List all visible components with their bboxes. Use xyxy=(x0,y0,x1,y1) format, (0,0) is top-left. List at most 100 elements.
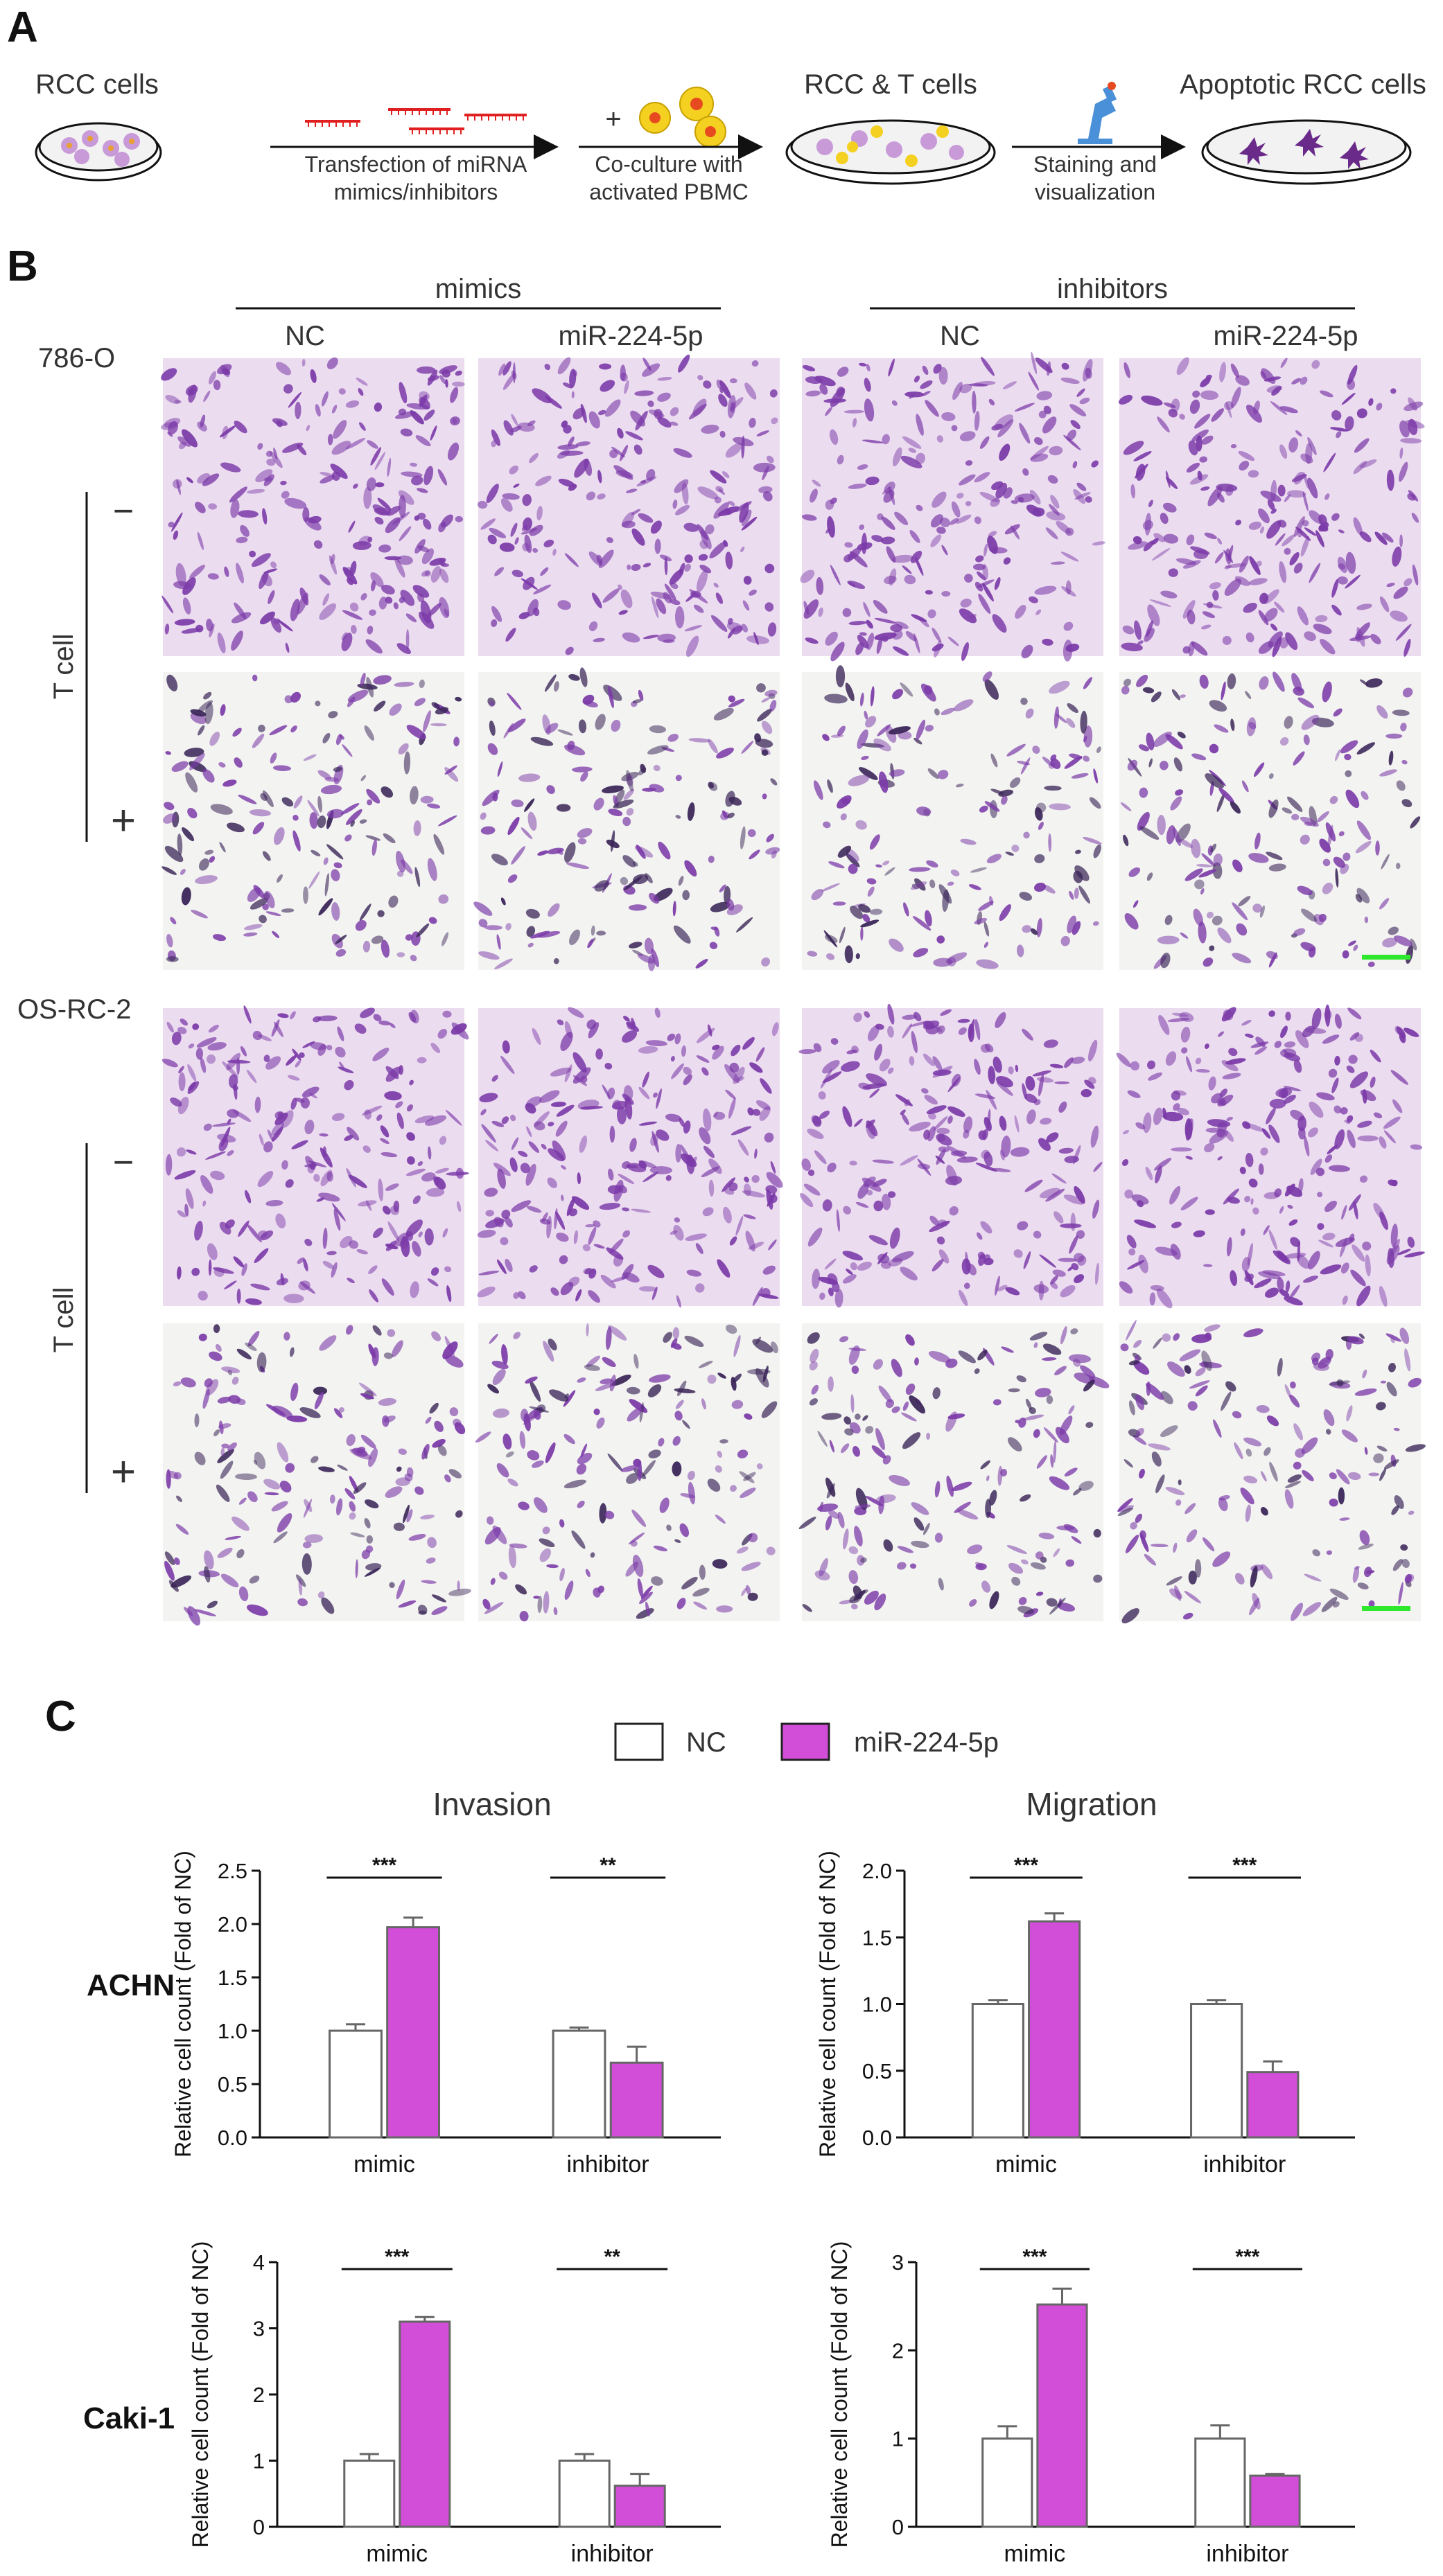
label-rcc-t-cells: RCC & T cells xyxy=(804,69,977,100)
micrograph-image xyxy=(477,354,780,658)
y-tick-label: 1.0 xyxy=(862,1993,892,2017)
t-cell-minus-1: − xyxy=(113,491,134,531)
y-tick-label: 0.0 xyxy=(862,2126,892,2150)
significance-label: ** xyxy=(604,2246,621,2268)
t-cell-minus-2: − xyxy=(113,1143,134,1183)
bar-mir-224-5p-inhibitor xyxy=(1249,2474,1301,2528)
significance-label: *** xyxy=(385,2246,409,2268)
y-tick-label: 1 xyxy=(253,2449,265,2473)
y-tick-label: 2.5 xyxy=(218,1859,247,1883)
legend-label-mir: miR-224-5p xyxy=(854,1727,999,1758)
bar-nc-mimic xyxy=(343,2460,396,2528)
dish-rcc-cells: RCC cells xyxy=(35,69,162,182)
bar-mir-224-5p-mimic xyxy=(399,2320,451,2528)
micrograph-image xyxy=(1119,357,1425,658)
significance-label: ** xyxy=(600,1854,616,1877)
bar-nc-mimic xyxy=(971,2003,1024,2139)
x-tick-label: mimic xyxy=(995,2151,1057,2178)
panel-b: B mimics inhibitors NC miR-224-5p NC miR… xyxy=(7,242,1426,1626)
y-tick-label: 0.5 xyxy=(218,2072,247,2097)
micrograph-image xyxy=(161,672,464,970)
t-cell-plus-1: + xyxy=(111,797,136,845)
bar-charts: 0.0 0.5 1.0 1.5 2.0 2.5 Relative cell count (F… xyxy=(170,1851,1355,2567)
row-title-caki: Caki-1 xyxy=(83,2401,175,2435)
col-label-mir-1: miR-224-5p xyxy=(559,321,703,351)
cell-line-786o: 786-O xyxy=(38,343,115,373)
legend-swatch-mir xyxy=(780,1722,830,1761)
microscope-icon xyxy=(1078,82,1117,144)
dish-rcc-t-cells: RCC & T cells xyxy=(785,69,996,185)
panel-c: C NC miR-224-5p Invasion Migration ACHN … xyxy=(45,1693,1355,2567)
group-label-mimics: mimics xyxy=(435,274,521,304)
micrograph-image xyxy=(161,1005,469,1306)
x-tick-label: inhibitor xyxy=(1206,2541,1288,2567)
legend-label-nc: NC xyxy=(686,1727,726,1758)
chart-caki-1-migration: 0 1 2 3 Relative cell count (Fold of NC) mimi… xyxy=(827,2241,1355,2567)
chart-achn-migration: 0.0 0.5 1.0 1.5 2.0 Relative cell count (Fold… xyxy=(815,1851,1355,2178)
y-tick-label: 1.5 xyxy=(862,1925,892,1950)
row-title-achn: ACHN xyxy=(87,1968,175,2002)
bar-mir-224-5p-mimic xyxy=(386,1926,441,2139)
micrograph-image xyxy=(798,1003,1103,1308)
y-tick-label: 2 xyxy=(892,2338,904,2363)
bar-mir-224-5p-inhibitor xyxy=(609,2061,664,2139)
step1-label-line1: Transfection of miRNA xyxy=(305,152,527,177)
cell-line-osrc2: OS-RC-2 xyxy=(17,994,131,1025)
micrograph-image xyxy=(163,1323,471,1626)
col-label-nc-1: NC xyxy=(285,321,325,351)
y-tick-label: 0.5 xyxy=(862,2059,892,2083)
micrograph-image xyxy=(798,1323,1110,1621)
scale-bar xyxy=(1362,955,1410,960)
x-tick-label: mimic xyxy=(1004,2541,1066,2567)
y-tick-label: 2 xyxy=(253,2383,265,2407)
mirna-strands-icon xyxy=(305,108,527,134)
micrograph-image xyxy=(1116,1004,1425,1309)
col-label-nc-2: NC xyxy=(940,321,980,351)
panel-a: A RCC cells xyxy=(7,3,1426,204)
t-cell-label-1: T cell xyxy=(49,634,79,700)
step3-label-line2: visualization xyxy=(1035,179,1155,204)
y-tick-label: 0 xyxy=(253,2515,265,2539)
y-tick-label: 0.0 xyxy=(218,2126,247,2150)
y-tick-label: 0 xyxy=(892,2515,904,2539)
micrograph-image xyxy=(802,665,1103,970)
bar-nc-inhibitor xyxy=(552,2029,606,2139)
bar-mir-224-5p-inhibitor xyxy=(613,2485,666,2528)
legend: NC miR-224-5p xyxy=(614,1722,999,1761)
micrograph-image xyxy=(475,1323,780,1622)
bar-nc-inhibitor xyxy=(1194,2437,1246,2528)
y-axis-label: Relative cell count (Fold of NC) xyxy=(170,1851,195,2158)
y-tick-label: 2.0 xyxy=(862,1859,892,1883)
significance-label: *** xyxy=(1022,2246,1047,2268)
panel-letter-b: B xyxy=(7,242,38,290)
label-apoptotic: Apoptotic RCC cells xyxy=(1180,69,1426,100)
step2-label-line1: Co-culture with xyxy=(595,152,742,177)
significance-label: *** xyxy=(1235,2246,1259,2268)
column-title-invasion: Invasion xyxy=(432,1786,551,1822)
x-tick-label: inhibitor xyxy=(567,2151,649,2178)
significance-label: *** xyxy=(372,1854,396,1877)
bar-nc-inhibitor xyxy=(558,2460,611,2528)
micrograph-image xyxy=(1119,671,1421,970)
y-tick-label: 4 xyxy=(253,2250,265,2275)
pbmc-cells-icon xyxy=(639,87,726,148)
group-label-inhibitors: inhibitors xyxy=(1057,274,1168,304)
rcc-cell-icons xyxy=(61,130,140,167)
y-tick-label: 1.5 xyxy=(218,1966,247,1990)
x-tick-label: mimic xyxy=(366,2541,428,2567)
micrograph-image xyxy=(1117,1319,1426,1624)
panel-letter-a: A xyxy=(7,3,38,51)
micrograph-image xyxy=(800,351,1105,662)
legend-swatch-nc xyxy=(614,1722,664,1761)
bar-nc-mimic xyxy=(981,2437,1033,2528)
bar-nc-mimic xyxy=(329,2029,383,2139)
y-tick-label: 1 xyxy=(892,2427,904,2451)
col-label-mir-2: miR-224-5p xyxy=(1214,321,1358,351)
column-title-migration: Migration xyxy=(1026,1786,1157,1822)
plus-sign: + xyxy=(605,104,621,134)
y-tick-label: 3 xyxy=(253,2317,265,2341)
chart-caki-1-invasion: 0 1 2 3 4 Relative cell count (Fold of NC) mim… xyxy=(188,2241,721,2567)
y-tick-label: 3 xyxy=(892,2250,904,2275)
significance-label: *** xyxy=(1232,1854,1257,1877)
micrograph-image xyxy=(161,357,465,656)
